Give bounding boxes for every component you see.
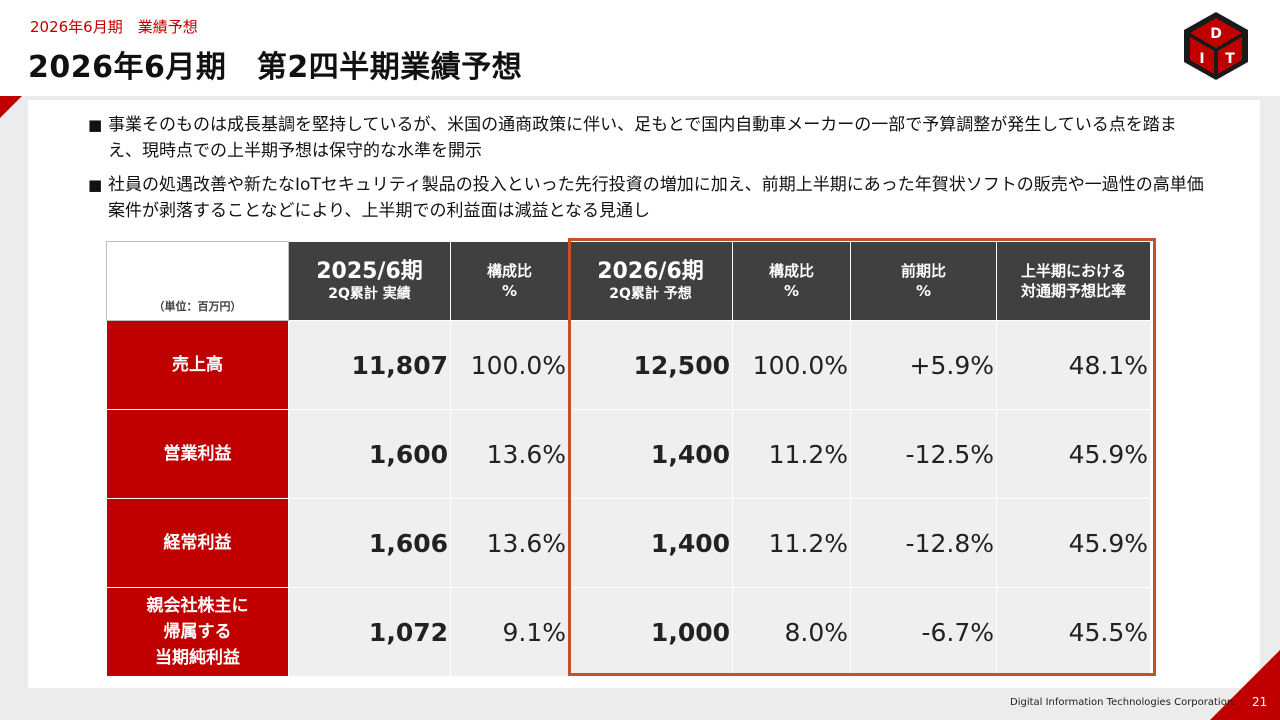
square-bullet-icon: ■	[88, 116, 103, 134]
column-header-prev-ratio: 構成比 %	[450, 241, 569, 321]
square-bullet-icon: ■	[88, 176, 103, 194]
dit-logo-icon: D I T	[1184, 12, 1248, 80]
bullet-item: ■ 社員の処遇改善や新たなIoTセキュリティ製品の投入といった先行投資の増加に加…	[88, 172, 1208, 224]
prev-actual-value: 1,600	[288, 409, 451, 499]
prev-ratio-value: 13.6%	[450, 409, 569, 499]
progress-value: 45.5%	[996, 587, 1151, 677]
yoy-value: -6.7%	[850, 587, 997, 677]
table-row-net-income: 親会社株主に 帰属する 当期純利益 1,072 9.1% 1,000 8.0% …	[106, 587, 1151, 677]
breadcrumb: 2026年6月期 業績予想	[30, 18, 198, 36]
page-number: 21	[1252, 695, 1268, 709]
column-header-yoy: 前期比 %	[850, 241, 997, 321]
bullet-item: ■ 事業そのものは成長基調を堅持しているが、米国の通商政策に伴い、足もとで国内自…	[88, 112, 1208, 164]
forecast-ratio-value: 100.0%	[732, 320, 851, 410]
logo-letter-i: I	[1199, 51, 1204, 67]
table-row-operating-profit: 営業利益 1,600 13.6% 1,400 11.2% -12.5% 45.9…	[106, 409, 1151, 499]
unit-label: （単位：百万円）	[106, 241, 289, 321]
prev-actual-value: 11,807	[288, 320, 451, 410]
bullet-text: 事業そのものは成長基調を堅持しているが、米国の通商政策に伴い、足もとで国内自動車…	[108, 115, 1177, 161]
forecast-ratio-value: 11.2%	[732, 409, 851, 499]
page-title: 2026年6月期 第2四半期業績予想	[28, 50, 523, 85]
forecast-value: 1,400	[568, 409, 733, 499]
progress-value: 45.9%	[996, 498, 1151, 588]
prev-ratio-value: 13.6%	[450, 498, 569, 588]
table-row-ordinary-profit: 経常利益 1,606 13.6% 1,400 11.2% -12.8% 45.9…	[106, 498, 1151, 588]
logo-letter-d: D	[1210, 26, 1222, 42]
row-label: 親会社株主に 帰属する 当期純利益	[106, 587, 289, 677]
forecast-value: 1,000	[568, 587, 733, 677]
bullet-list: ■ 事業そのものは成長基調を堅持しているが、米国の通商政策に伴い、足もとで国内自…	[88, 112, 1208, 232]
progress-value: 48.1%	[996, 320, 1151, 410]
earnings-forecast-table: （単位：百万円） 2025/6期 2Q累計 実績 構成比 % 2026/6期 2…	[106, 241, 1151, 677]
prev-ratio-value: 9.1%	[450, 587, 569, 677]
logo-letter-t: T	[1225, 51, 1235, 67]
progress-value: 45.9%	[996, 409, 1151, 499]
row-label: 売上高	[106, 320, 289, 410]
header-background	[0, 0, 1280, 96]
column-header-forecast: 2026/6期 2Q累計 予想	[568, 241, 733, 321]
forecast-ratio-value: 8.0%	[732, 587, 851, 677]
table-header-row: （単位：百万円） 2025/6期 2Q累計 実績 構成比 % 2026/6期 2…	[106, 241, 1151, 321]
forecast-value: 12,500	[568, 320, 733, 410]
prev-ratio-value: 100.0%	[450, 320, 569, 410]
yoy-value: +5.9%	[850, 320, 997, 410]
column-header-prev-actual: 2025/6期 2Q累計 実績	[288, 241, 451, 321]
forecast-value: 1,400	[568, 498, 733, 588]
row-label: 営業利益	[106, 409, 289, 499]
prev-actual-value: 1,072	[288, 587, 451, 677]
forecast-ratio-value: 11.2%	[732, 498, 851, 588]
column-header-forecast-ratio: 構成比 %	[732, 241, 851, 321]
yoy-value: -12.5%	[850, 409, 997, 499]
bullet-text: 社員の処遇改善や新たなIoTセキュリティ製品の投入といった先行投資の増加に加え、…	[108, 175, 1204, 221]
yoy-value: -12.8%	[850, 498, 997, 588]
red-corner-accent	[0, 96, 22, 118]
row-label: 経常利益	[106, 498, 289, 588]
column-header-progress: 上半期における 対通期予想比率	[996, 241, 1151, 321]
footer-company-name: Digital Information Technologies Corpora…	[1010, 697, 1237, 708]
red-corner-bottom-right	[1210, 650, 1280, 720]
prev-actual-value: 1,606	[288, 498, 451, 588]
table-row-net-sales: 売上高 11,807 100.0% 12,500 100.0% +5.9% 48…	[106, 320, 1151, 410]
